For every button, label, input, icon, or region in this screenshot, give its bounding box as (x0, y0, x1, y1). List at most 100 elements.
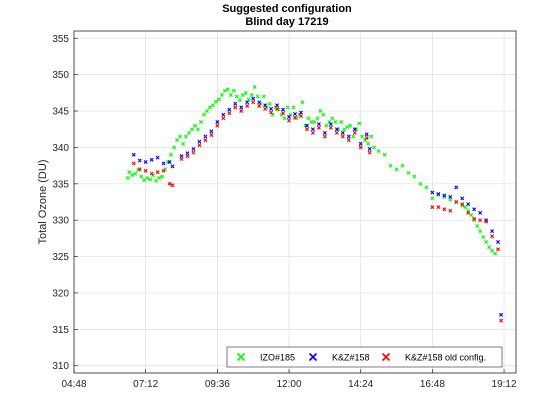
data-point (263, 103, 268, 108)
legend-marker-izo-185 (236, 352, 246, 362)
data-point (239, 109, 244, 114)
data-point (298, 114, 303, 119)
data-point (216, 97, 221, 102)
data-point (367, 146, 372, 151)
data-point (178, 134, 183, 139)
data-point (210, 103, 215, 108)
legend-label-k-z-158: K&Z#158 (332, 353, 370, 363)
data-point (215, 123, 220, 128)
data-point (478, 229, 483, 234)
legend-marker-k-z-158-old-config (381, 352, 391, 362)
data-point (269, 110, 274, 115)
x-tick-label: 12:00 (277, 379, 302, 390)
data-point (487, 245, 492, 250)
series-k-z-158 (131, 96, 504, 317)
data-point (145, 175, 150, 180)
y-axis-label: Total Ozone (DU) (37, 160, 49, 245)
data-point (257, 103, 262, 108)
data-point (209, 133, 214, 138)
data-point (412, 174, 417, 179)
data-point (352, 130, 357, 135)
data-point (172, 145, 177, 150)
data-point (197, 139, 202, 144)
data-point (448, 208, 453, 213)
data-point (215, 119, 220, 124)
data-point (228, 93, 233, 98)
data-point (255, 94, 260, 99)
data-point (454, 200, 459, 204)
data-point (293, 115, 297, 120)
data-point (358, 145, 363, 150)
data-point (484, 219, 489, 224)
legend-label-k-z-158-old-config: K&Z#158 old config. (405, 353, 486, 363)
x-tick-label: 16:48 (420, 379, 445, 390)
data-point (310, 127, 315, 132)
data-point (197, 143, 202, 148)
data-point (328, 122, 333, 127)
y-tick-label: 320 (52, 288, 69, 299)
data-point (221, 116, 226, 121)
data-point (382, 152, 387, 157)
data-point (454, 185, 459, 190)
data-point (198, 119, 203, 124)
legend-box (226, 346, 503, 368)
data-point (293, 111, 297, 116)
data-point (167, 181, 172, 186)
data-point (418, 181, 423, 186)
x-axis-ticks: 04:48 07:12 09:36 12:00 14:24 16:48 19:12 (61, 369, 517, 390)
data-point (221, 112, 226, 117)
data-point (436, 192, 441, 196)
data-point (213, 99, 218, 104)
data-point (322, 134, 327, 139)
data-point (192, 123, 197, 128)
data-point (475, 224, 480, 229)
data-point (364, 132, 369, 137)
data-point (185, 154, 190, 159)
data-point (499, 312, 504, 317)
data-point (287, 118, 292, 123)
y-tick-label: 340 (52, 143, 69, 154)
data-point (310, 130, 315, 135)
y-tick-label: 330 (52, 216, 69, 227)
y-tick-label: 310 (52, 361, 69, 372)
data-point (484, 240, 489, 245)
data-point (372, 145, 377, 150)
data-point (352, 127, 357, 132)
data-point (169, 152, 174, 157)
data-point (333, 119, 338, 124)
data-point (442, 193, 447, 198)
data-marks (125, 85, 504, 323)
data-point (267, 101, 272, 106)
data-point (225, 87, 230, 92)
x-tick-label: 19:12 (492, 379, 517, 390)
data-point (306, 116, 311, 121)
data-point (312, 119, 317, 124)
data-point (203, 134, 208, 139)
data-point (309, 119, 314, 124)
data-point (478, 218, 483, 223)
data-point (143, 159, 148, 164)
data-point (315, 116, 320, 121)
data-point (204, 109, 209, 114)
data-point (499, 318, 504, 323)
data-point (281, 111, 286, 116)
data-point (316, 122, 321, 127)
data-point (340, 134, 345, 139)
data-point (251, 100, 256, 105)
legend-label-izo-185: IZO#185 (260, 353, 295, 363)
data-point (466, 202, 471, 207)
data-point (334, 127, 339, 132)
data-point (161, 161, 166, 166)
data-point (275, 103, 280, 108)
data-point (155, 155, 160, 160)
data-point (246, 97, 251, 102)
y-axis-ticks: 310 315 320 325 330 335 340 345 350 355 (52, 34, 78, 372)
y-tick-label: 345 (52, 107, 69, 118)
x-tick-label: 14:24 (348, 379, 373, 390)
data-point (149, 171, 154, 176)
data-point (222, 88, 227, 93)
data-point (367, 150, 372, 155)
data-point (127, 170, 132, 175)
data-point (351, 134, 356, 139)
data-point (207, 105, 212, 110)
